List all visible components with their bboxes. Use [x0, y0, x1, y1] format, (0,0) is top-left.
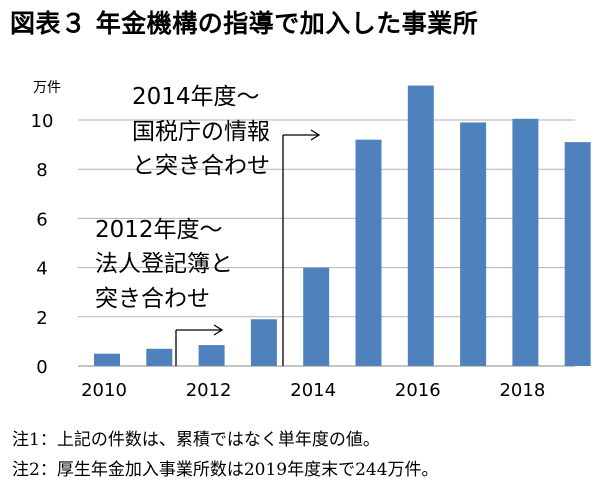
bar-2015: [355, 139, 382, 366]
bar-2018: [512, 118, 539, 367]
annotation-markers: [175, 129, 321, 366]
note-1: 注1：上記の件数は、累積ではなく単年度の値。: [12, 430, 380, 450]
chart-title: 図表３ 年金機構の指導で加入した事業所: [10, 9, 479, 38]
x-tick-label: 2016: [395, 380, 441, 401]
bar-chart: 0 2 4 6 8 10 2010 2012 2014 2016 2018 万件 2014年度～ 国…: [31, 80, 591, 401]
y-tick-label: 6: [36, 209, 47, 230]
bar-2010: [94, 353, 120, 366]
annotation-2-line-1: 2012年度～: [95, 217, 223, 243]
x-tick-label: 2018: [499, 380, 545, 401]
bars: [94, 85, 591, 367]
annotation-1-line-1: 2014年度～: [132, 84, 260, 110]
bar-2013: [250, 319, 277, 366]
annotation-1-line-2: 国税庁の情報: [132, 119, 270, 145]
annotation-1-line-3: と突き合わせ: [132, 153, 270, 179]
x-tick-label: 2014: [290, 380, 336, 401]
x-tick-label: 2012: [186, 380, 232, 401]
y-tick-label: 8: [36, 160, 47, 181]
y-axis-ticks: 0 2 4 6 8 10: [31, 111, 54, 378]
bar-2014: [303, 267, 330, 366]
x-tick-label: 2010: [81, 380, 127, 401]
marker-2012-arrow: [175, 324, 224, 366]
note-2: 注2：厚生年金加入事業所数は2019年度末で244万件。: [12, 460, 439, 480]
x-axis-ticks: 2010 2012 2014 2016 2018: [81, 380, 545, 401]
y-tick-label: 10: [31, 111, 54, 132]
y-tick-label: 2: [36, 308, 47, 329]
marker-2014-arrow: [282, 129, 321, 366]
annotation-2-line-3: 突き合わせ: [95, 286, 210, 312]
y-axis-unit-label: 万件: [33, 80, 61, 96]
bar-2017: [460, 122, 487, 367]
annotation-2-line-2: 法人登記簿と: [95, 251, 233, 277]
bar-2012: [198, 345, 225, 366]
y-tick-label: 0: [36, 357, 47, 378]
bar-2019: [564, 142, 591, 366]
bar-2016: [407, 85, 434, 366]
bar-2011: [146, 348, 173, 366]
y-tick-label: 4: [36, 259, 47, 280]
